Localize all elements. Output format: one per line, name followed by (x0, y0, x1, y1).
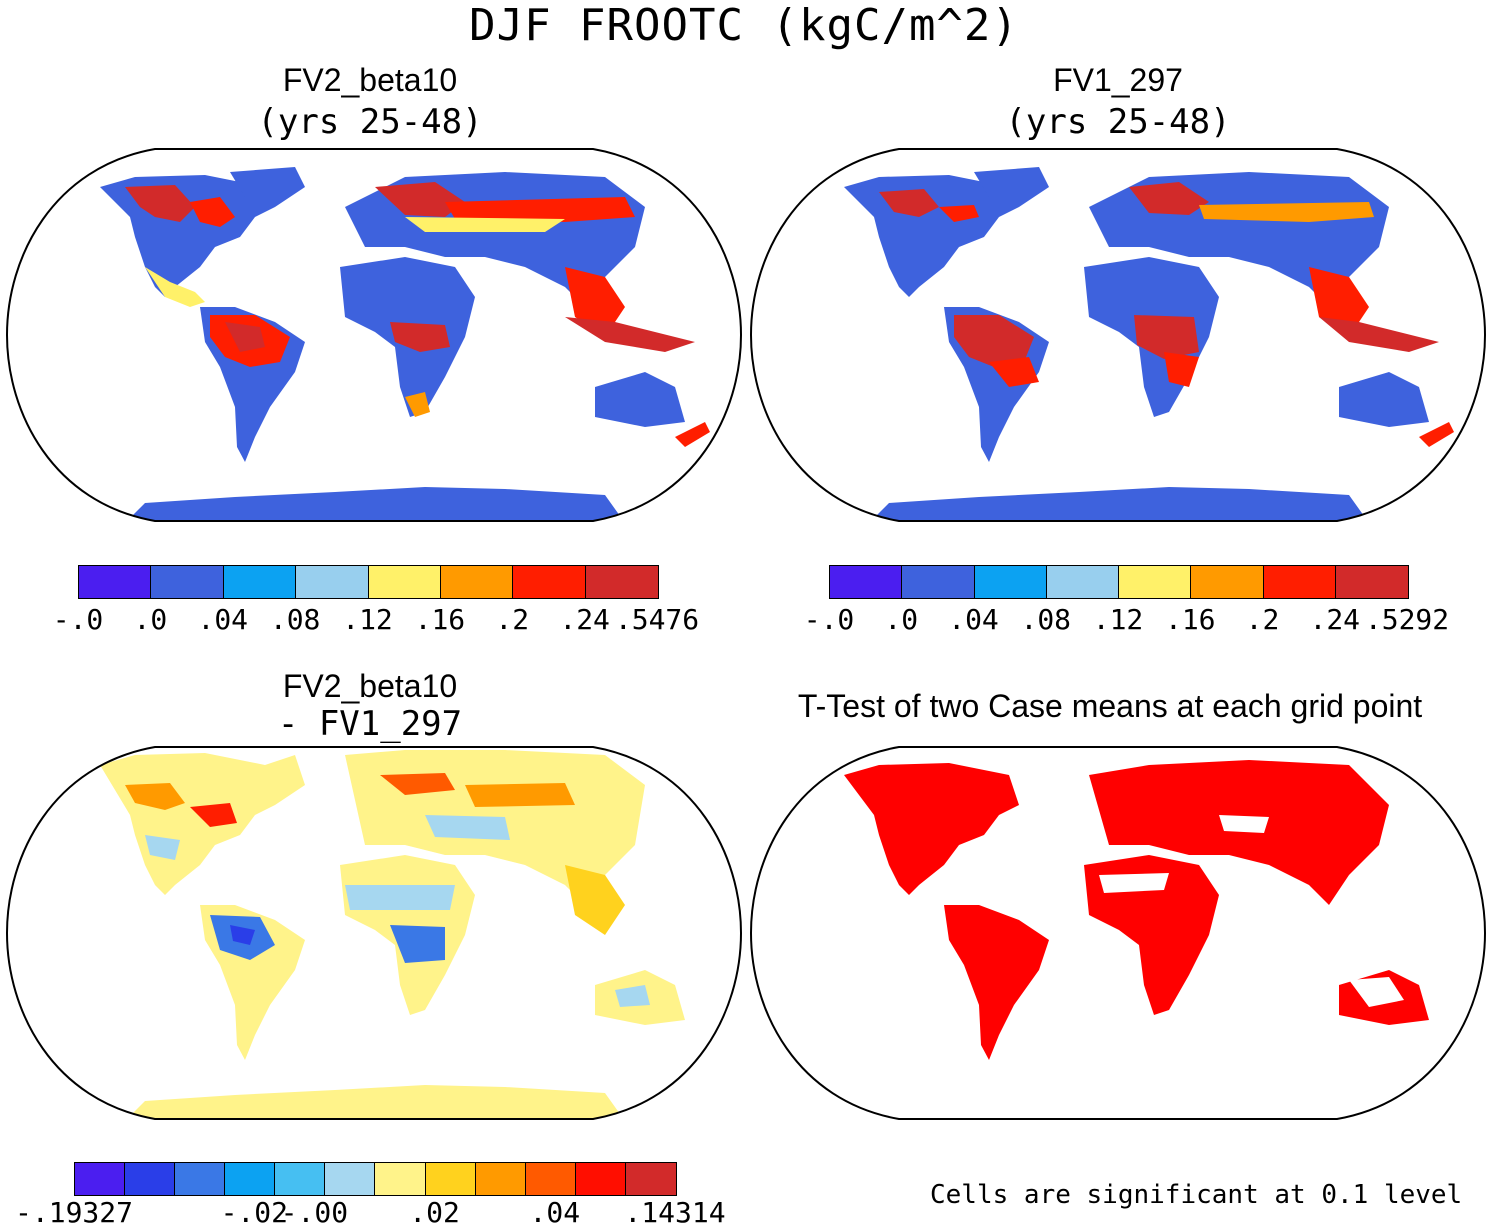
colorbar-box (525, 1163, 576, 1195)
panel1-subtitle: (yrs 25-48) (257, 102, 483, 142)
panel2-subtitle: (yrs 25-48) (1005, 102, 1231, 142)
colorbar-fv2-beta10 (78, 565, 659, 599)
colorbar-tick-label: .08 (269, 603, 321, 636)
colorbar-box (1263, 566, 1336, 598)
colorbar-box (375, 1163, 426, 1195)
colorbar-fv2-beta10-ticks: -.0 .0 .04 .08 .12 .16 .2 .24.5476 (53, 603, 699, 636)
colorbar-box (275, 1163, 326, 1195)
colorbar-box (1191, 566, 1264, 598)
colorbar-box (175, 1163, 226, 1195)
panel1-title: FV2_beta10 (282, 62, 458, 98)
colorbar-box (425, 1163, 476, 1195)
colorbar-tick-label: .04 (529, 1196, 581, 1229)
colorbar-tick-label: .2 (1245, 603, 1280, 636)
colorbar-box (475, 1163, 526, 1195)
map-fv1-297 (749, 148, 1487, 522)
colorbar-box (513, 566, 586, 598)
panel4-title: T-Test of two Case means at each grid po… (797, 688, 1423, 724)
colorbar-box (225, 1163, 276, 1195)
colorbar-tick-label: -.0 (52, 603, 104, 636)
colorbar-tick-label: .16 (1164, 603, 1216, 636)
colorbar-tick-label: .0 (884, 603, 919, 636)
colorbar-tick-label: -.19327 (14, 1196, 134, 1229)
colorbar-tick-label: .16 (414, 603, 466, 636)
colorbar-tick-label: .24 (1309, 603, 1361, 636)
colorbar-difference (74, 1162, 677, 1196)
colorbar-box (1335, 566, 1408, 598)
colorbar-box (830, 566, 903, 598)
map-difference (5, 746, 743, 1120)
colorbar-box (575, 1163, 626, 1195)
colorbar-tick-label: .12 (342, 603, 393, 636)
colorbar-box (368, 566, 441, 598)
colorbar-tick-label: .04 (197, 603, 249, 636)
colorbar-box (151, 566, 224, 598)
panel2-title: FV1_297 (1053, 62, 1183, 98)
colorbar-box (1046, 566, 1119, 598)
colorbar-tick-label: .24 (559, 603, 610, 636)
colorbar-tick-label: .12 (1092, 603, 1144, 636)
colorbar-box (296, 566, 369, 598)
colorbar-box (902, 566, 975, 598)
colorbar-tick-label: .04 (948, 603, 999, 636)
colorbar-tick-label: .08 (1020, 603, 1072, 636)
colorbar-box (125, 1163, 176, 1195)
map-fv2-beta10 (5, 148, 743, 522)
colorbar-box (440, 566, 514, 598)
colorbar-box (625, 1163, 676, 1195)
colorbar-tick-label: .0 (133, 603, 168, 636)
colorbar-tick-label: .2 (495, 603, 530, 636)
colorbar-box (1119, 566, 1192, 598)
colorbar-box (585, 566, 658, 598)
colorbar-box (223, 566, 297, 598)
colorbar-tick-label: .5476 (614, 603, 700, 636)
significance-note: Cells are significant at 0.1 level (930, 1180, 1463, 1210)
colorbar-fv1-297 (829, 565, 1409, 599)
colorbar-fv1-297-ticks: -.0 .0 .04 .08 .12 .16 .2 .24.5292 (804, 603, 1449, 636)
colorbar-box (75, 1163, 126, 1195)
colorbar-box (325, 1163, 376, 1195)
map-ttest (749, 746, 1487, 1120)
colorbar-difference-ticks: -.19327 -.02 -.00 .02 .04 .14314 (15, 1196, 726, 1229)
main-title: DJF FROOTC (kgC/m^2) (469, 0, 1019, 51)
colorbar-tick-label: .14314 (624, 1196, 726, 1229)
colorbar-tick-label: -.00 (280, 1196, 349, 1229)
colorbar-box (79, 566, 152, 598)
colorbar-tick-label: .5292 (1364, 603, 1450, 636)
colorbar-box (974, 566, 1047, 598)
colorbar-tick-label: .02 (409, 1196, 460, 1229)
colorbar-tick-label: -.02 (220, 1196, 289, 1229)
panel3-subtitle: - FV1_297 (277, 704, 463, 744)
panel3-title: FV2_beta10 (282, 668, 458, 704)
colorbar-tick-label: -.0 (803, 603, 855, 636)
